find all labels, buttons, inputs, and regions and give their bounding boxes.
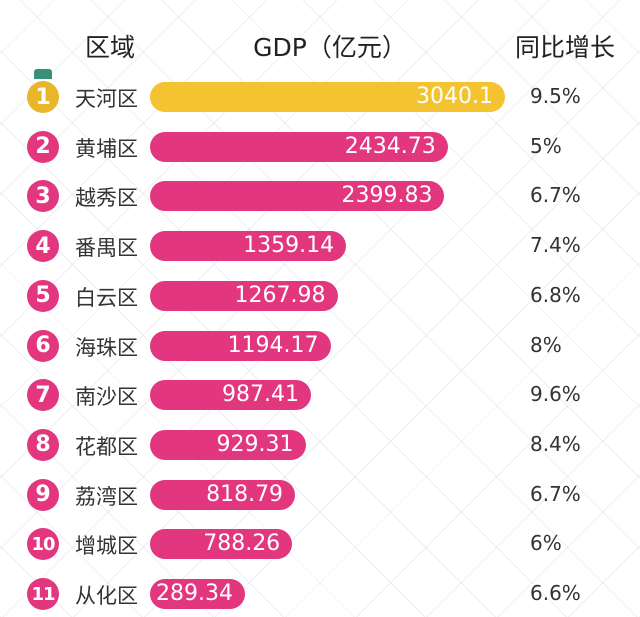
region-label: 天河区 xyxy=(75,87,138,111)
chart-row: 7 南沙区 987.41 9.6% xyxy=(0,375,640,415)
gdp-value-label: 788.26 xyxy=(203,531,281,557)
growth-label: 9.5% xyxy=(530,84,581,108)
growth-label: 7.4% xyxy=(530,233,581,258)
chart-row: 1 天河区 3040.1 9.5% xyxy=(0,69,640,117)
region-label: 花都区 xyxy=(75,434,138,459)
rank-badge: 11 xyxy=(27,578,59,610)
region-label: 从化区 xyxy=(75,584,138,608)
gdp-bar: 1359.14 xyxy=(150,231,347,262)
gdp-value-label: 289.34 xyxy=(156,581,234,606)
rank-badge: 10 xyxy=(27,528,59,561)
gdp-bar: 2434.73 xyxy=(150,131,448,162)
chart-row: 11 从化区 289.34 6.6% xyxy=(0,574,640,614)
gdp-bar: 1267.98 xyxy=(150,280,338,311)
growth-label: 6.8% xyxy=(530,282,581,307)
growth-label: 5% xyxy=(530,133,562,158)
chart-row: 8 花都区 929.31 8.4% xyxy=(0,425,640,465)
rank-badge: 8 xyxy=(27,428,59,461)
region-label: 增城区 xyxy=(75,534,138,559)
gdp-bar: 2399.83 xyxy=(150,181,445,212)
growth-label: 6.7% xyxy=(530,183,581,208)
region-label: 番禺区 xyxy=(75,236,138,261)
gdp-bar: 788.26 xyxy=(150,529,293,560)
region-label: 海珠区 xyxy=(75,335,138,360)
header-gdp: GDP（亿元） xyxy=(253,33,407,62)
growth-label: 6.6% xyxy=(530,581,581,605)
chart-row: 3 越秀区 2399.83 6.7% xyxy=(0,176,640,216)
chart-row: 5 白云区 1267.98 6.8% xyxy=(0,276,640,316)
region-label: 荔湾区 xyxy=(75,484,138,509)
region-label: 南沙区 xyxy=(75,385,138,410)
gdp-bar: 929.31 xyxy=(150,429,306,460)
rank-badge: 2 xyxy=(27,130,59,163)
gdp-value-label: 987.41 xyxy=(222,382,299,408)
gdp-value-label: 1194.17 xyxy=(227,332,319,358)
rank-badge: 5 xyxy=(27,279,59,312)
header-region: 区域 xyxy=(84,33,136,62)
gdp-bar: 3040.1 xyxy=(150,82,505,112)
growth-label: 6.7% xyxy=(530,481,581,506)
region-label: 越秀区 xyxy=(75,186,138,211)
gdp-value-label: 2399.83 xyxy=(341,183,433,209)
gdp-bar: 289.34 xyxy=(150,579,246,609)
gdp-value-label: 1359.14 xyxy=(243,233,335,259)
rank-badge: 4 xyxy=(27,230,59,263)
region-label: 白云区 xyxy=(75,285,138,310)
medal-ribbon-icon xyxy=(34,69,52,79)
medal-icon: 1 xyxy=(27,81,59,113)
growth-label: 9.6% xyxy=(530,382,581,407)
chart-row: 6 海珠区 1194.17 8% xyxy=(0,326,640,366)
chart-row: 2 黄埔区 2434.73 5% xyxy=(0,127,640,167)
gdp-value-label: 929.31 xyxy=(216,431,294,457)
gdp-bar: 987.41 xyxy=(150,380,311,411)
chart-row: 4 番禺区 1359.14 7.4% xyxy=(0,226,640,266)
rank-badge: 6 xyxy=(27,329,59,362)
gdp-value-label: 818.79 xyxy=(206,481,284,507)
gdp-bar: 818.79 xyxy=(150,479,296,510)
rank-badge: 7 xyxy=(27,379,59,412)
header-growth: 同比增长 xyxy=(514,33,616,62)
growth-label: 8.4% xyxy=(530,431,581,456)
rank-badge: 3 xyxy=(27,180,59,213)
gdp-value-label: 3040.1 xyxy=(416,84,493,109)
gdp-value-label: 1267.98 xyxy=(234,282,326,308)
growth-label: 8% xyxy=(530,332,562,357)
growth-label: 6% xyxy=(530,531,562,556)
region-label: 黄埔区 xyxy=(75,136,138,161)
gdp-value-label: 2434.73 xyxy=(344,133,436,159)
chart-row: 9 荔湾区 818.79 6.7% xyxy=(0,475,640,515)
rank-badge: 9 xyxy=(27,478,59,511)
gdp-bar: 1194.17 xyxy=(150,330,331,361)
chart-row: 10 增城区 788.26 6% xyxy=(0,524,640,564)
